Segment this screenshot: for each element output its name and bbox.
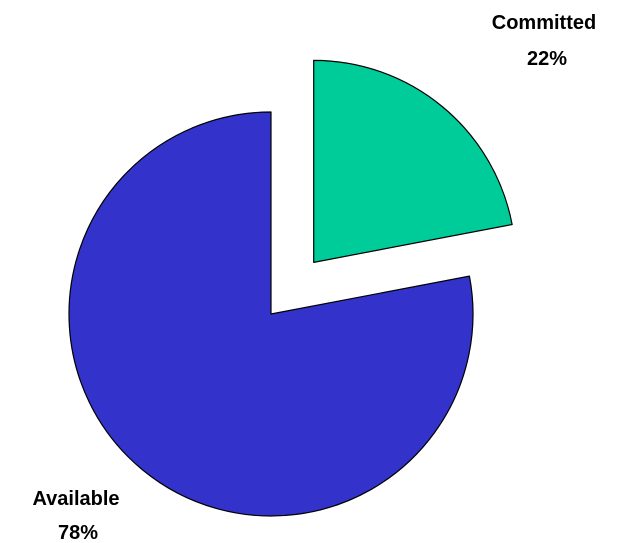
- labels-layer: Committed 22% Available 78%: [32, 12, 596, 543]
- label-available-name: Available: [32, 488, 119, 510]
- label-committed-percent: 22%: [527, 48, 567, 70]
- label-available-percent: 78%: [58, 522, 98, 543]
- pie-slice-available: [68, 111, 474, 517]
- slices-layer: [68, 59, 513, 517]
- pie-slice-committed: [313, 59, 513, 263]
- label-committed-name: Committed: [492, 12, 596, 34]
